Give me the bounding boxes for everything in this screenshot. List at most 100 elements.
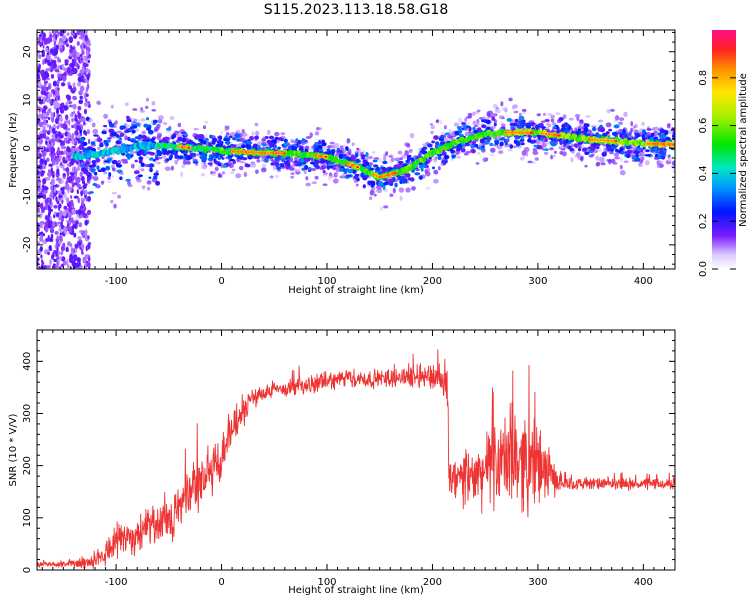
spectrogram-noise-speck (53, 49, 57, 57)
spectrogram-noise-speck (84, 219, 88, 226)
spectrogram-noise-speck (50, 167, 53, 174)
spectrogram-noise-speck (56, 168, 60, 175)
spectrogram-band-speck (491, 116, 496, 121)
spectrogram-band-speck (293, 160, 299, 164)
spectrogram-band-speck (445, 132, 450, 136)
spectrogram-noise-speck (39, 186, 43, 191)
spectrogram-halo-speck (438, 166, 441, 171)
spectrogram-band-speck (217, 162, 222, 167)
spectrogram-band-speck (240, 144, 247, 149)
spectrogram-band-speck (435, 141, 440, 146)
spectrogram-halo-speck (193, 128, 199, 131)
spectrogram-noise-speck (52, 80, 57, 87)
spectrogram-noise-speck (59, 48, 63, 53)
spectrogram-noise-speck (59, 73, 62, 79)
spectrogram-halo-speck (595, 162, 600, 167)
spectrogram-halo-speck (311, 181, 318, 185)
spectrogram-band-speck (304, 165, 309, 170)
spectrogram-halo-speck (464, 117, 468, 122)
spectrogram-noise-speck (66, 95, 72, 101)
spectrogram-halo-speck (117, 194, 122, 199)
spectrogram-noise-speck (87, 73, 90, 81)
spectrogram-noise-speck (65, 247, 69, 253)
spectrogram-halo-speck (397, 150, 403, 155)
snr-x-axis: -100 0 100 200 300 400 (41, 330, 676, 588)
spectrogram-band-speck (209, 134, 213, 139)
spectrogram-band-speck (564, 123, 571, 127)
spectrogram-band-speck (146, 117, 149, 121)
spectrogram-halo-speck (511, 105, 516, 110)
spectrogram-noise-speck (54, 55, 58, 60)
spectrogram-halo-speck (260, 158, 264, 162)
spectrogram-band-speck (125, 178, 131, 182)
spectrogram-band-speck (92, 183, 98, 186)
spectrogram-halo-speck (254, 122, 259, 127)
spectrogram-halo-speck (57, 64, 61, 70)
spectrogram-band-speck (635, 134, 641, 138)
spectrogram-band-speck (284, 160, 290, 166)
snr-x-tick-label: -100 (105, 577, 128, 588)
spectrogram-band-speck (628, 132, 632, 136)
spectrogram-noise-speck (42, 178, 47, 185)
spectrogram-noise-speck (81, 66, 85, 73)
spectrogram-noise-speck (46, 97, 51, 103)
spectrogram-halo-speck (476, 151, 481, 155)
spectrogram-band-speck (470, 144, 476, 149)
spectrogram-halo-speck (309, 148, 313, 152)
spectrogram-halo-speck (641, 121, 645, 126)
spectrogram-noise-speck (63, 104, 68, 111)
spectrogram-noise-speck (76, 51, 80, 58)
spectrogram-band-speck (543, 148, 549, 152)
spectrogram-halo-speck (130, 163, 135, 169)
spectrogram-halo-speck (144, 105, 149, 109)
spectrogram-noise-speck (80, 30, 85, 38)
spectrogram-halo-speck (110, 199, 114, 204)
spectrogram-y-tick-label: -20 (22, 237, 33, 253)
spectrogram-band-speck (155, 157, 159, 161)
spectrogram-halo-speck (379, 206, 384, 211)
spectrogram-band-speck (208, 154, 214, 159)
spectrogram-noise-speck (78, 208, 82, 216)
spectrogram-halo-speck (327, 145, 333, 149)
spectrogram-halo-speck (260, 167, 267, 173)
spectrogram-noise-speck (72, 103, 77, 110)
spectrogram-band-speck (103, 124, 108, 128)
spectrogram-noise-speck (84, 189, 88, 196)
spectrogram-band-speck (476, 146, 481, 150)
spectrogram-halo-speck (465, 150, 472, 154)
spectrogram-noise-speck (58, 122, 62, 127)
spectrogram-noise-speck (57, 56, 60, 63)
spectrogram-noise-speck (50, 74, 55, 79)
spectrogram-band-speck (518, 120, 525, 125)
spectrogram-noise-speck (85, 67, 89, 73)
spectrogram-noise-speck (84, 108, 87, 115)
spectrogram-band-speck (650, 132, 655, 137)
spectrogram-noise-speck (71, 174, 75, 181)
spectrogram-band-speck (315, 165, 320, 169)
spectrogram-noise-speck (74, 117, 78, 122)
spectrogram-halo-speck (501, 123, 506, 128)
spectrogram-band-speck (365, 161, 370, 166)
spectrogram-band-speck (611, 131, 618, 136)
spectrogram-noise-speck (45, 237, 50, 242)
spectrogram-noise-speck (37, 201, 41, 207)
spectrogram-band-speck (119, 137, 123, 141)
spectrogram-noise-speck (88, 256, 91, 263)
spectrogram-halo-speck (427, 168, 431, 171)
spectrogram-halo-speck (243, 171, 248, 178)
spectrogram-band-speck (350, 155, 355, 161)
spectrogram-band-speck (377, 181, 384, 186)
spectrogram-noise-speck (67, 99, 70, 103)
spectrogram-halo-speck (550, 118, 555, 123)
spectrogram-band-speck (202, 140, 207, 145)
spectrogram-halo-speck (346, 138, 351, 144)
spectrogram-noise-speck (45, 111, 50, 117)
spectrogram-noise-speck (71, 147, 76, 153)
spectrogram-noise-speck (47, 61, 52, 67)
spectrogram-band-speck (162, 138, 167, 143)
spectrogram-halo-speck (385, 151, 389, 156)
spectrogram-band-speck (184, 150, 189, 154)
spectrogram-band-speck (183, 133, 188, 136)
spectrogram-noise-speck (87, 195, 91, 202)
